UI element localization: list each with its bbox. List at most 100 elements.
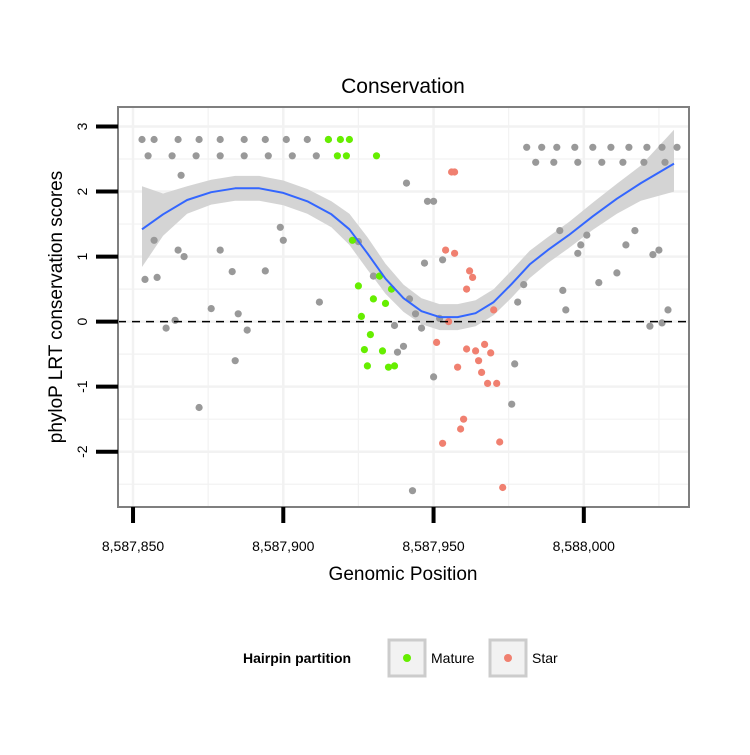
y-tick-label: 0 <box>74 317 90 325</box>
data-point-star <box>451 249 459 257</box>
data-point-star <box>469 273 477 281</box>
data-point-mature <box>381 299 390 307</box>
data-point-other <box>399 342 408 350</box>
data-point-other <box>216 246 224 254</box>
data-point-star <box>484 379 492 387</box>
data-point-other <box>288 152 296 160</box>
confidence-ribbon <box>142 129 674 331</box>
y-tick-label: -1 <box>74 380 90 393</box>
data-point-other <box>553 143 561 151</box>
data-point-other <box>430 197 438 205</box>
x-axis: 8,587,850 8,587,900 8,587,950 8,588,000 <box>102 507 615 554</box>
x-tick-label: 8,587,950 <box>402 538 464 554</box>
data-point-mature <box>378 347 387 355</box>
data-point-other <box>150 236 158 244</box>
data-point-other <box>577 241 585 249</box>
x-tick-label: 8,587,900 <box>252 538 314 554</box>
chart-title: Conservation <box>341 75 465 98</box>
data-point-other <box>243 326 251 334</box>
data-point-other <box>619 158 627 166</box>
y-tick-label: 2 <box>74 187 90 195</box>
data-point-mature <box>333 152 341 160</box>
data-point-other <box>216 152 224 160</box>
data-point-other <box>511 360 519 368</box>
data-point-other <box>195 403 203 412</box>
data-point-star <box>442 246 450 254</box>
data-point-other <box>523 143 531 151</box>
data-point-other <box>369 272 377 280</box>
data-point-mature <box>390 362 399 370</box>
data-point-star <box>439 439 447 447</box>
data-point-mature <box>363 362 371 370</box>
data-point-star <box>478 368 486 376</box>
data-point-other <box>411 310 420 318</box>
legend: Hairpin partition Mature Star <box>243 638 558 678</box>
data-point-mature <box>357 312 365 320</box>
legend-marker-star <box>504 654 512 662</box>
smooth-confidence-band <box>142 129 674 331</box>
data-point-other <box>423 197 432 205</box>
data-point-star <box>451 168 459 176</box>
data-point-other <box>658 143 666 151</box>
data-point-other <box>228 268 236 276</box>
data-point-other <box>562 306 570 314</box>
data-point-other <box>420 259 429 267</box>
y-axis: -2 -1 0 1 2 3 <box>74 122 118 458</box>
data-point-other <box>303 135 311 144</box>
data-point-mature <box>384 363 393 371</box>
data-point-other <box>574 158 582 166</box>
data-point-other <box>138 135 146 144</box>
data-point-other <box>279 236 287 244</box>
data-point-other <box>589 143 597 151</box>
legend-marker-mature <box>403 654 411 662</box>
data-point-other <box>655 246 663 254</box>
plot-panel-border <box>117 106 690 508</box>
data-point-other <box>312 152 320 160</box>
data-points <box>138 135 681 495</box>
data-point-other <box>234 310 242 318</box>
data-point-other <box>661 158 669 166</box>
data-point-other <box>574 249 582 257</box>
data-point-other <box>559 286 567 294</box>
loess-smooth-line <box>141 162 675 319</box>
data-point-star <box>487 349 495 357</box>
data-point-other <box>408 487 417 495</box>
data-point-star <box>481 340 489 348</box>
data-point-other <box>315 298 323 306</box>
data-point-other <box>643 143 651 151</box>
data-point-star <box>454 363 462 371</box>
data-point-star <box>466 267 474 275</box>
data-point-other <box>177 171 185 179</box>
data-point-star <box>490 306 498 314</box>
data-point-star <box>433 338 441 346</box>
data-point-other <box>520 281 528 289</box>
data-point-mature <box>336 135 344 144</box>
data-point-mature <box>345 135 353 144</box>
data-point-other <box>240 152 248 160</box>
data-point-other <box>282 135 290 144</box>
data-point-star <box>472 347 480 355</box>
data-point-mature <box>348 236 356 244</box>
data-point-other <box>417 324 426 332</box>
data-point-other <box>598 158 606 166</box>
x-axis-label: Genomic Position <box>329 564 478 585</box>
data-point-other <box>264 152 272 160</box>
data-point-other <box>556 227 564 235</box>
data-point-other <box>595 279 603 287</box>
legend-label-mature: Mature <box>431 650 475 666</box>
data-point-other <box>550 158 558 166</box>
data-point-star <box>475 357 483 365</box>
data-point-mature <box>354 282 362 290</box>
data-point-other <box>646 322 654 330</box>
data-point-mature <box>360 346 368 354</box>
y-tick-label: 3 <box>74 122 90 130</box>
data-point-other <box>195 135 203 144</box>
data-point-other <box>174 246 182 254</box>
data-point-other <box>276 223 284 231</box>
data-point-other <box>162 324 170 332</box>
data-point-other <box>144 152 152 160</box>
data-point-other <box>607 143 615 151</box>
data-point-other <box>613 269 621 277</box>
